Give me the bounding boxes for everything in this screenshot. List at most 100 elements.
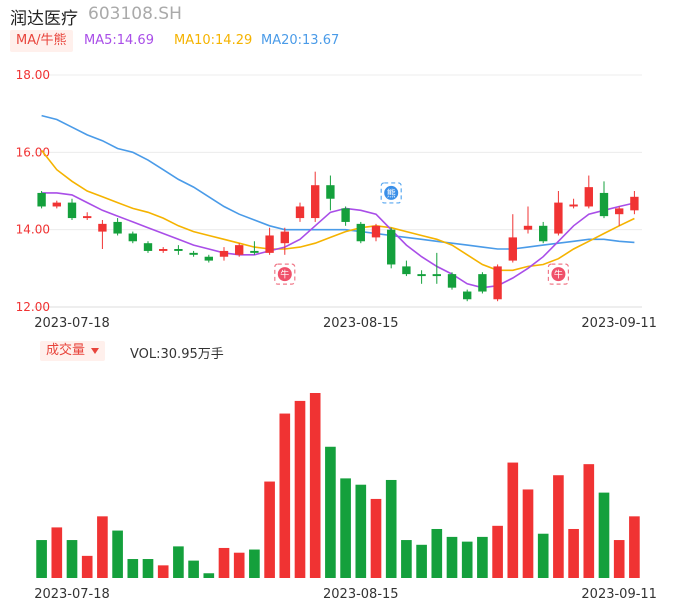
- candle: [143, 241, 153, 253]
- candle-body: [326, 185, 335, 199]
- candle: [432, 252, 441, 284]
- candle: [341, 206, 350, 226]
- candle-body: [341, 208, 350, 222]
- x-tick-label: 2023-08-15: [323, 316, 399, 331]
- volume-bar: [249, 549, 260, 578]
- volume-bar: [173, 546, 184, 578]
- candle: [67, 198, 77, 220]
- candle-body: [98, 223, 107, 232]
- candle-body: [189, 252, 198, 255]
- ma-lines: [40, 114, 635, 289]
- candle-body: [554, 202, 563, 234]
- ma5-label: MA5:14.69: [84, 33, 154, 48]
- volume-bar: [294, 400, 306, 578]
- candle: [295, 202, 305, 222]
- volume-bar: [233, 552, 245, 578]
- candle: [417, 270, 426, 284]
- candle: [463, 289, 472, 302]
- ma5-line: [41, 192, 635, 289]
- volume-bar: [446, 536, 458, 578]
- volume-bar: [112, 530, 123, 578]
- candle: [630, 191, 639, 215]
- candle: [37, 191, 46, 209]
- candle: [554, 191, 563, 236]
- candle: [569, 198, 578, 209]
- volume-bar: [264, 481, 275, 578]
- volume-bar: [370, 498, 382, 578]
- candle: [493, 264, 502, 302]
- candle: [52, 200, 61, 209]
- volume-bar: [522, 489, 534, 578]
- volume-bar: [279, 413, 291, 578]
- candle: [615, 206, 624, 226]
- candle: [447, 272, 457, 290]
- candle: [128, 231, 137, 244]
- candle: [280, 227, 289, 255]
- price-tick-label: 18.00: [16, 68, 50, 82]
- candle-body: [219, 250, 229, 257]
- candle-body: [356, 223, 365, 242]
- x-tick-label: 2023-07-18: [34, 587, 110, 602]
- volume-bar: [598, 492, 610, 578]
- price-grid: [34, 74, 642, 308]
- volume-bars: [36, 393, 640, 578]
- volume-bar: [583, 464, 595, 578]
- caret-down-icon: [91, 347, 100, 354]
- ma-indicator-tag[interactable]: MA/牛熊: [10, 30, 73, 52]
- candle-body: [311, 185, 320, 219]
- candle-body: [539, 225, 548, 242]
- volume-bar: [309, 393, 321, 578]
- x-tick-label: 2023-08-15: [323, 587, 399, 602]
- candle: [326, 175, 335, 211]
- candle-body: [584, 187, 593, 207]
- marker-label: 牛: [554, 269, 563, 281]
- candle: [599, 181, 609, 219]
- candle: [539, 221, 548, 244]
- ma20-label: MA20:13.67: [261, 33, 340, 48]
- candle-body: [37, 192, 46, 207]
- candle-body: [387, 229, 396, 265]
- candle-body: [250, 250, 259, 253]
- price-tick-label: 12.00: [16, 300, 50, 314]
- price-tick-label: 16.00: [16, 145, 50, 159]
- candle: [204, 254, 213, 263]
- volume-bar: [553, 475, 564, 578]
- volume-bar: [203, 573, 215, 578]
- candle-body: [493, 266, 502, 300]
- candle-body: [432, 274, 441, 277]
- volume-bar: [613, 540, 625, 578]
- volume-bar: [416, 544, 427, 578]
- candle-body: [478, 274, 487, 292]
- candles: [37, 171, 639, 302]
- candle-body: [599, 192, 609, 217]
- marker-label: 熊: [387, 187, 396, 199]
- ma10-label: MA10:14.29: [174, 33, 253, 48]
- x-tick-label: 2023-07-18: [34, 316, 110, 331]
- candle: [265, 227, 274, 255]
- volume-bar: [218, 547, 230, 578]
- volume-bar: [401, 540, 412, 578]
- candle: [219, 247, 229, 261]
- candle-body: [630, 196, 639, 211]
- volume-bar: [568, 528, 579, 578]
- candle: [159, 247, 168, 253]
- price-x-axis: 2023-07-18 2023-08-15 2023-09-11: [34, 316, 657, 331]
- candle-body: [463, 291, 472, 300]
- volume-bar: [51, 527, 63, 578]
- ma10-line: [40, 149, 635, 272]
- candle: [584, 175, 593, 209]
- candle-body: [569, 204, 578, 207]
- candle: [478, 272, 487, 294]
- volume-bar: [325, 446, 336, 578]
- candle-body: [280, 231, 289, 244]
- price-tick-label: 14.00: [16, 223, 50, 237]
- volume-bar: [431, 528, 443, 578]
- candle: [356, 221, 365, 244]
- candle-body: [67, 202, 77, 219]
- volume-indicator-tag[interactable]: 成交量: [40, 341, 106, 361]
- marker-label: 牛: [280, 269, 289, 281]
- candle-body: [615, 208, 624, 215]
- candle-body: [113, 221, 122, 234]
- marker-badge: [277, 267, 292, 282]
